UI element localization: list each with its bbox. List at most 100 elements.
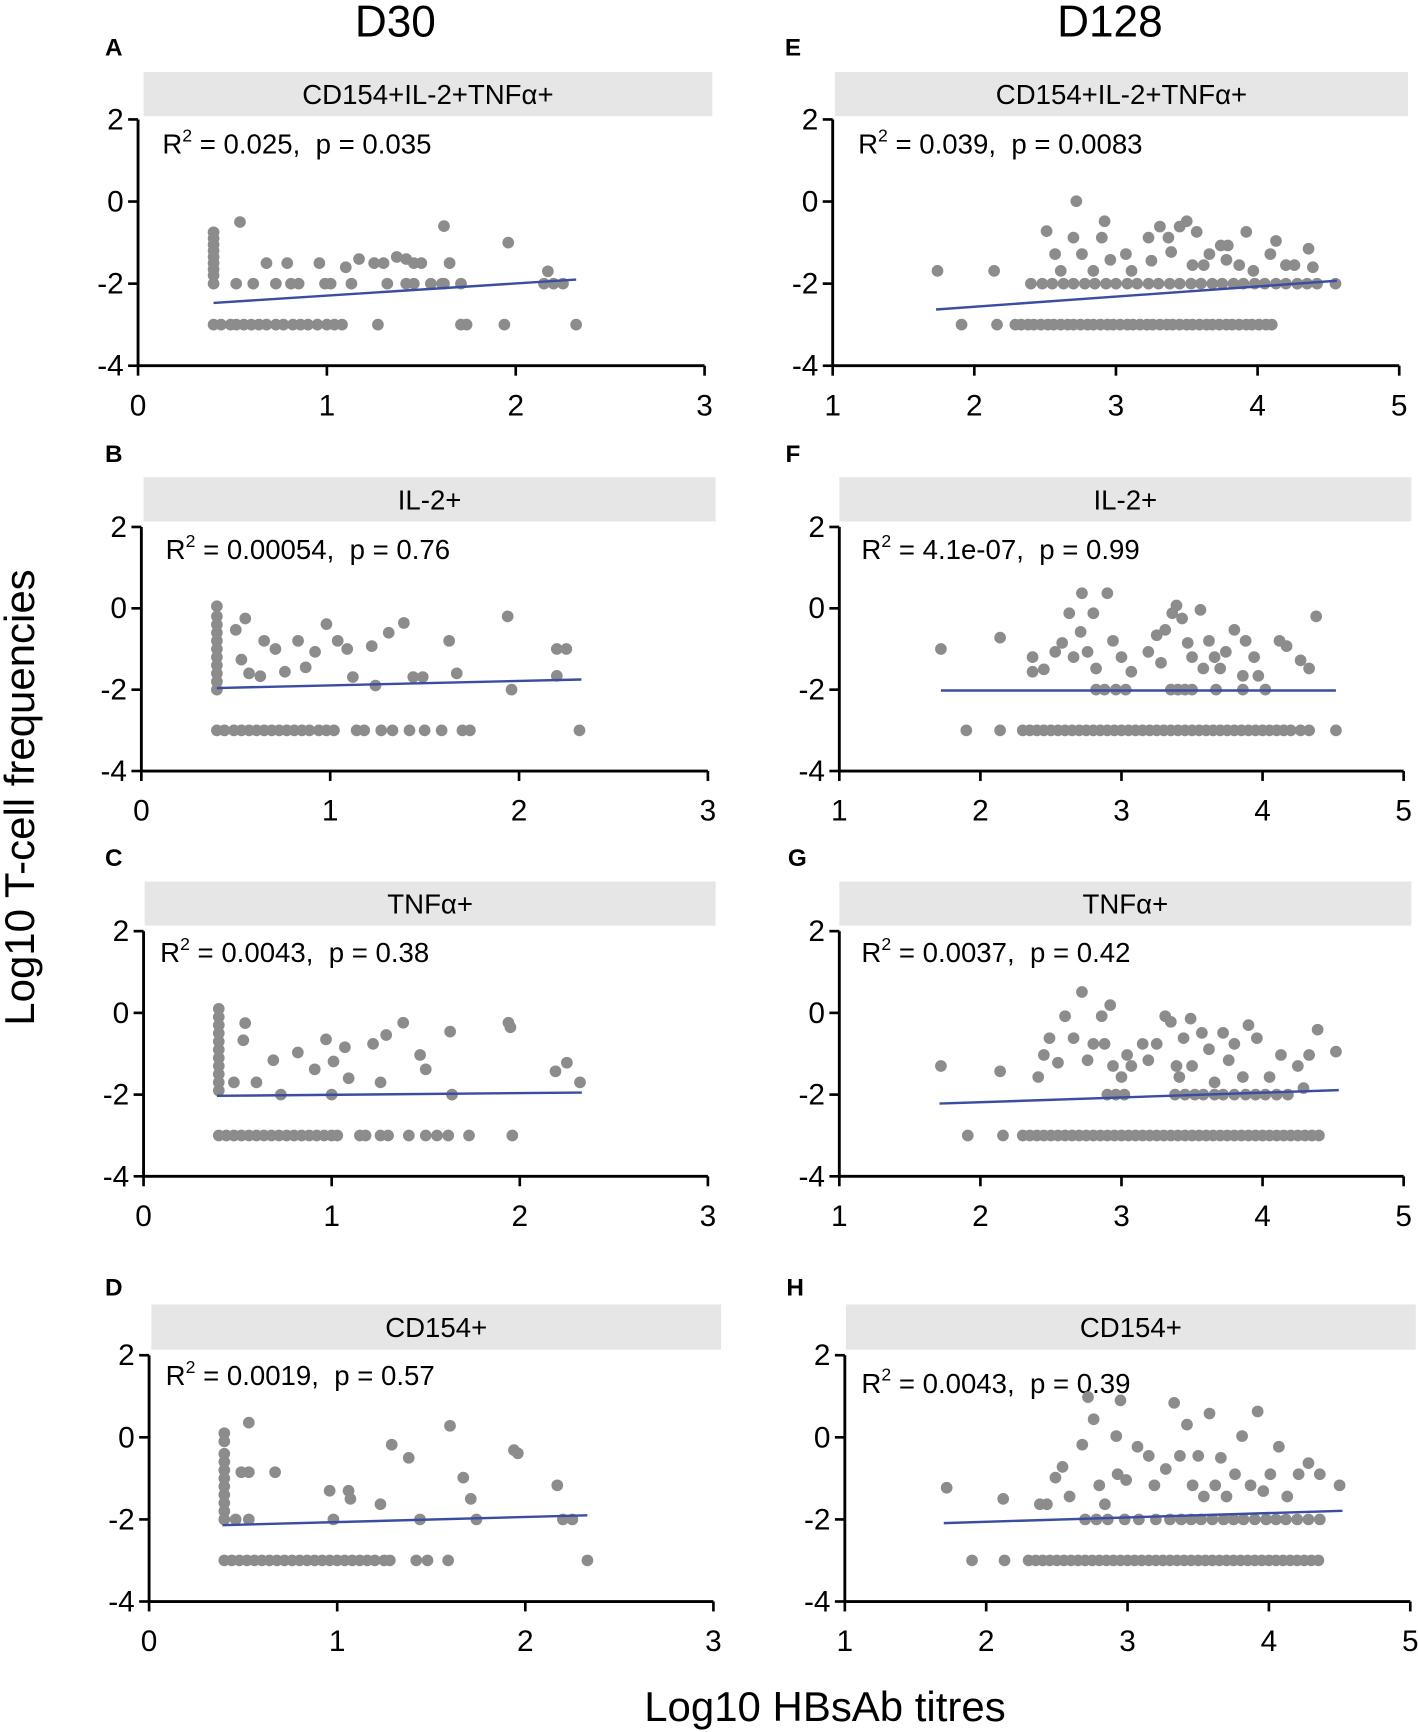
data-point bbox=[254, 670, 267, 683]
data-point bbox=[353, 253, 365, 265]
data-point bbox=[1098, 1038, 1111, 1050]
data-point bbox=[551, 1479, 564, 1492]
regression-line bbox=[943, 1509, 1343, 1525]
data-point bbox=[218, 1427, 231, 1440]
data-point bbox=[1056, 637, 1069, 649]
data-point bbox=[1165, 246, 1178, 258]
data-point bbox=[1333, 1479, 1346, 1492]
data-point bbox=[1087, 607, 1100, 620]
data-point bbox=[1292, 1468, 1305, 1481]
data-point bbox=[1036, 277, 1049, 290]
regression-line bbox=[213, 278, 577, 305]
data-points bbox=[940, 1391, 1346, 1567]
y-tick-label: 2 bbox=[814, 1339, 831, 1372]
data-point bbox=[212, 1084, 225, 1097]
data-point bbox=[1270, 235, 1282, 247]
data-point bbox=[1184, 1012, 1197, 1025]
stats-values: = 0.0037, p = 0.42 bbox=[891, 937, 1130, 968]
data-point bbox=[419, 1129, 432, 1142]
data-point bbox=[1181, 1418, 1193, 1431]
data-point bbox=[211, 643, 223, 655]
data-point bbox=[1294, 724, 1307, 737]
data-point bbox=[1186, 651, 1198, 664]
data-point bbox=[374, 1498, 387, 1511]
data-point bbox=[243, 667, 255, 680]
data-point bbox=[1186, 1060, 1198, 1072]
data-point bbox=[1076, 248, 1088, 260]
data-point bbox=[331, 634, 344, 647]
stats-superscript: 2 bbox=[881, 1365, 891, 1385]
data-point bbox=[230, 277, 243, 290]
data-points bbox=[931, 195, 1342, 331]
y-tick-label: 2 bbox=[113, 915, 130, 948]
data-point bbox=[1214, 662, 1227, 675]
data-point bbox=[277, 318, 290, 331]
data-point bbox=[443, 257, 456, 269]
data-point bbox=[424, 277, 437, 290]
data-point bbox=[997, 1493, 1010, 1505]
data-point bbox=[438, 220, 450, 232]
x-tick-label: 3 bbox=[705, 1625, 722, 1658]
data-point bbox=[1114, 1394, 1127, 1407]
data-point bbox=[211, 600, 223, 613]
data-point bbox=[247, 277, 260, 290]
data-point bbox=[504, 1021, 517, 1034]
data-point bbox=[1142, 1054, 1155, 1067]
stats-r-label: R bbox=[166, 1360, 186, 1391]
y-tick-label: 2 bbox=[808, 511, 825, 544]
facet-strip bbox=[143, 477, 716, 522]
data-point bbox=[435, 724, 448, 737]
data-point bbox=[1197, 259, 1210, 271]
data-point bbox=[1220, 253, 1233, 266]
data-point bbox=[339, 1041, 351, 1054]
data-point bbox=[375, 724, 388, 737]
stats-superscript: 2 bbox=[186, 1357, 196, 1377]
data-point bbox=[1228, 624, 1241, 636]
data-point bbox=[1104, 999, 1117, 1012]
data-point bbox=[292, 277, 305, 290]
data-point bbox=[1067, 1032, 1080, 1045]
data-point bbox=[1150, 629, 1163, 642]
data-point bbox=[383, 1554, 396, 1567]
regression-line bbox=[935, 279, 1337, 311]
column-title-d128: D128 bbox=[1057, 0, 1163, 47]
stats-annotation: R2 = 4.1e-07, p = 0.99 bbox=[861, 531, 1139, 565]
data-point bbox=[994, 1065, 1006, 1078]
y-tick-label: -2 bbox=[101, 674, 127, 707]
data-point bbox=[1049, 248, 1061, 260]
data-point bbox=[1307, 261, 1319, 274]
y-tick-label: -2 bbox=[798, 1079, 825, 1112]
data-point bbox=[1136, 1038, 1149, 1050]
data-point bbox=[1049, 646, 1062, 658]
data-point bbox=[442, 1129, 455, 1142]
x-tick-label: 0 bbox=[130, 389, 147, 422]
stats-annotation: R2 = 0.0043, p = 0.38 bbox=[160, 934, 429, 968]
y-tick-label: -2 bbox=[97, 268, 123, 301]
y-tick-label: -2 bbox=[103, 1079, 129, 1112]
data-point bbox=[1170, 599, 1183, 612]
data-point bbox=[419, 1063, 432, 1076]
data-point bbox=[1251, 1032, 1263, 1045]
data-point bbox=[270, 277, 282, 290]
data-point bbox=[207, 269, 220, 282]
x-tick-label: 1 bbox=[837, 1625, 854, 1658]
facet-title: TNFα+ bbox=[387, 888, 473, 919]
data-point bbox=[303, 724, 316, 737]
data-point bbox=[320, 618, 333, 630]
regression-line bbox=[939, 1088, 1339, 1105]
data-point bbox=[211, 626, 223, 639]
data-point bbox=[369, 679, 382, 692]
data-point bbox=[331, 1129, 344, 1142]
data-point bbox=[1037, 663, 1050, 676]
data-point bbox=[242, 1513, 255, 1526]
data-point bbox=[961, 1129, 974, 1142]
y-tick-label: -2 bbox=[798, 674, 825, 707]
data-point bbox=[418, 724, 431, 737]
data-point bbox=[1056, 1461, 1069, 1473]
y-tick-label: -4 bbox=[97, 350, 123, 383]
facet-title: CD154+ bbox=[385, 1312, 487, 1343]
data-point bbox=[258, 634, 271, 647]
